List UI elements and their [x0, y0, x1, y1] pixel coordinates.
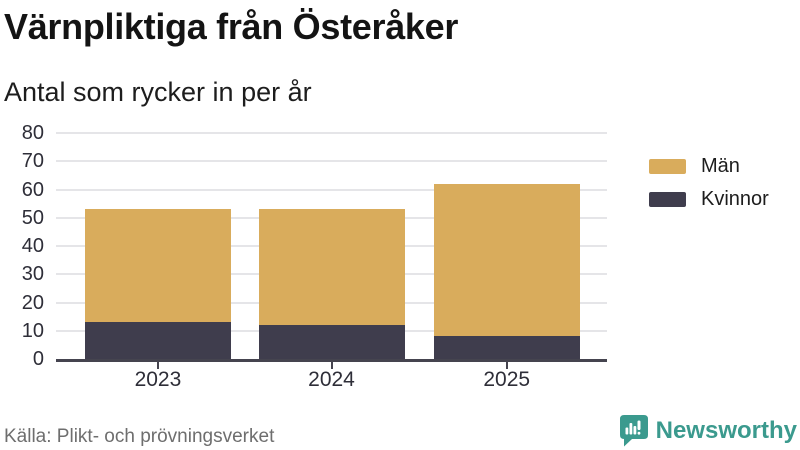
gridline-70	[56, 160, 607, 163]
x-axis-tick-2023	[156, 362, 159, 369]
source-note: Källa: Plikt- och prövningsverket	[4, 426, 275, 447]
x-axis-label-2024: 2024	[308, 368, 355, 391]
brand-name: Newsworthy	[655, 416, 797, 444]
legend-item-kvinnor: Kvinnor	[649, 188, 769, 211]
x-axis-tick-2024	[330, 362, 333, 369]
bar-2025-Kvinnor	[433, 336, 580, 359]
bar-2025-Män	[433, 183, 580, 337]
x-axis-label-2025: 2025	[483, 368, 531, 391]
y-axis-label-30: 30	[21, 263, 44, 286]
plot-area	[56, 132, 607, 362]
legend-swatch-kvinnor	[649, 192, 686, 207]
bar-2023-Män	[84, 209, 231, 323]
y-axis-label-60: 60	[21, 178, 44, 201]
legend-label-man: Män	[701, 155, 740, 177]
newsworthy-icon	[619, 415, 648, 447]
bar-2023-Kvinnor	[84, 322, 231, 359]
legend: Män Kvinnor	[649, 155, 769, 221]
chart-subtitle: Antal som rycker in per år	[4, 77, 312, 107]
gridline-80	[56, 132, 607, 134]
y-axis-label-70: 70	[21, 150, 44, 173]
y-axis-label-20: 20	[21, 291, 44, 314]
x-axis-tick-2025	[505, 362, 508, 369]
legend-label-kvinnor: Kvinnor	[701, 188, 769, 210]
bar-2024-Kvinnor	[258, 325, 405, 359]
y-axis-label-80: 80	[21, 122, 44, 144]
y-axis-label-40: 40	[21, 235, 44, 257]
brand: Newsworthy	[616, 413, 797, 448]
x-axis-line	[56, 359, 607, 362]
y-axis-label-50: 50	[21, 206, 44, 229]
y-axis-label-0: 0	[32, 348, 44, 370]
legend-item-man: Män	[649, 155, 769, 178]
gridline-60	[56, 188, 607, 191]
chart-title: Värnpliktiga från Österåker	[4, 6, 459, 47]
legend-swatch-man	[649, 159, 686, 174]
bar-2024-Män	[258, 209, 405, 326]
x-axis-label-2023: 2023	[134, 368, 182, 391]
y-axis-label-10: 10	[21, 319, 44, 342]
